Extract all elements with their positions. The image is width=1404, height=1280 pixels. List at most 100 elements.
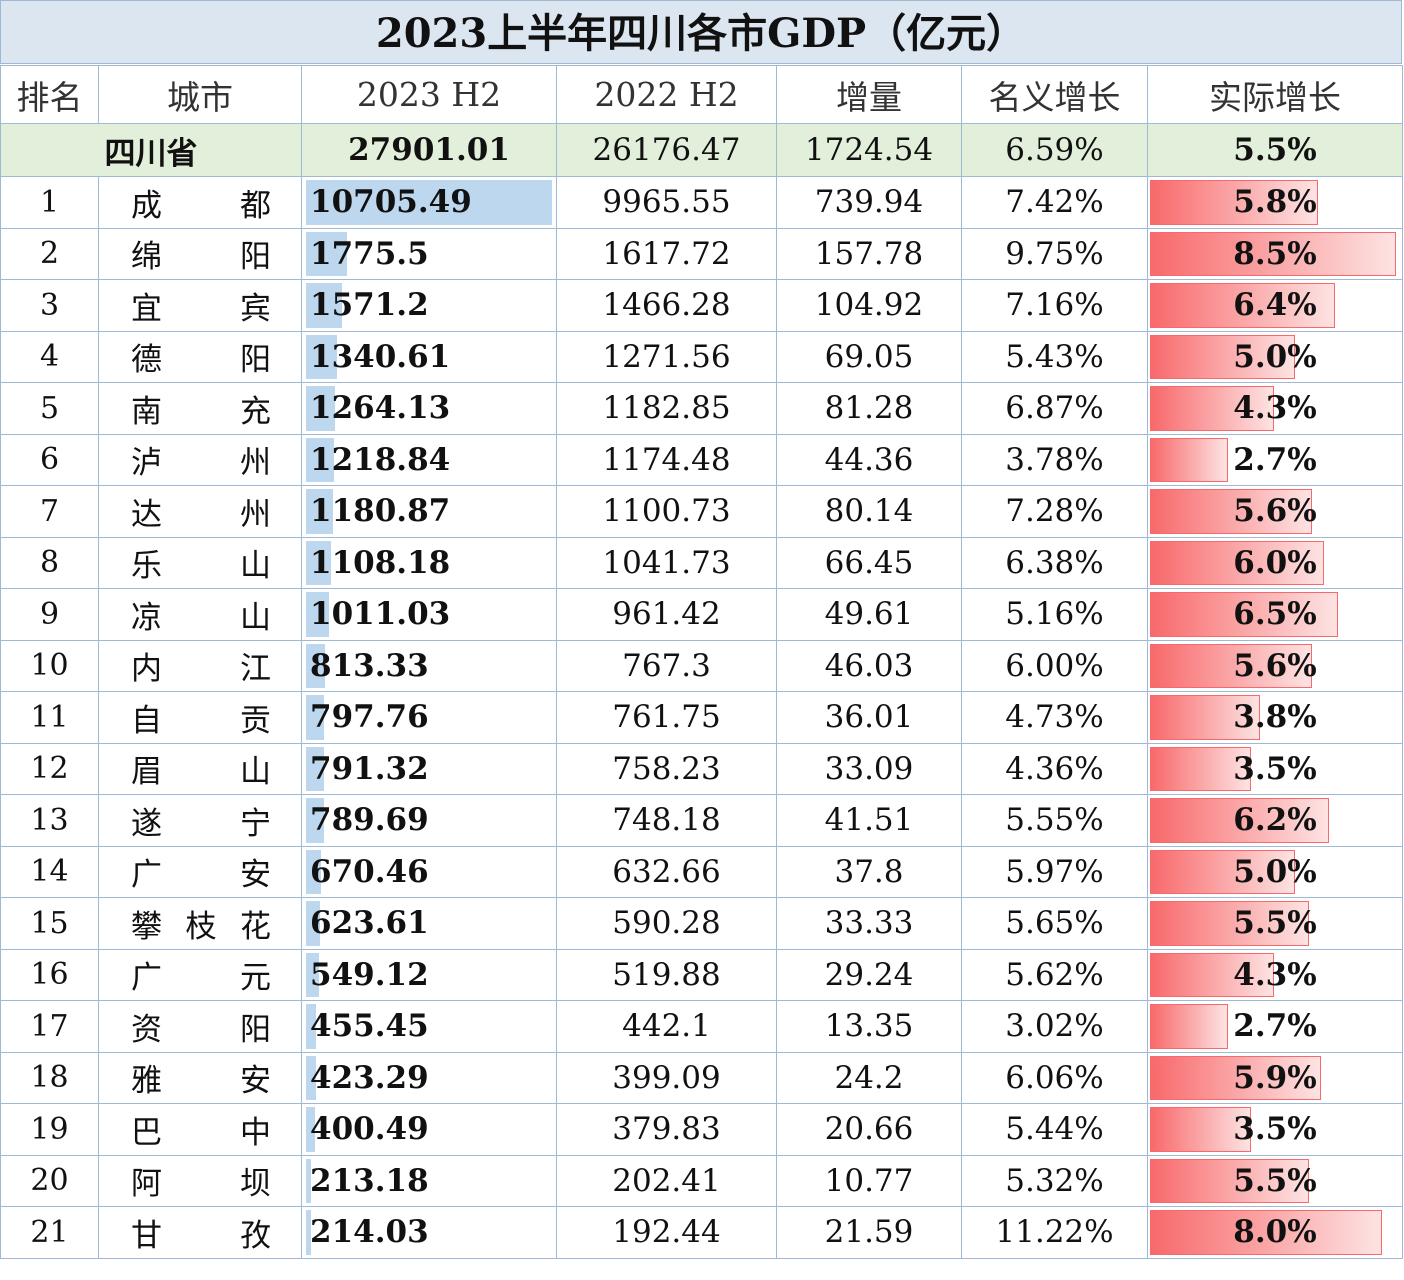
gdp-2022-cell: 442.1 xyxy=(556,1000,777,1053)
real-growth-cell: 5.9% xyxy=(1147,1051,1403,1104)
city-name: 凉山 xyxy=(131,599,271,636)
gdp-data-bar xyxy=(306,643,325,688)
real-growth-value: 3.5% xyxy=(1233,1111,1317,1148)
gdp-2023-value: 1108.18 xyxy=(310,544,451,581)
gdp-2022-cell: 1041.73 xyxy=(556,536,777,589)
city-name: 甘孜 xyxy=(131,1217,271,1254)
rank-cell: 21 xyxy=(0,1206,99,1259)
real-growth-value: 4.3% xyxy=(1233,390,1317,427)
increase-cell: 80.14 xyxy=(776,485,962,538)
real-growth-data-bar xyxy=(1150,1004,1228,1049)
real-growth-data-bar xyxy=(1150,437,1228,482)
rank-cell: 17 xyxy=(0,1000,99,1053)
province-gdp-2022: 26176.47 xyxy=(556,123,777,177)
province-name: 四川省 xyxy=(0,123,302,177)
real-growth-value: 5.0% xyxy=(1233,853,1317,890)
gdp-2022-cell: 761.75 xyxy=(556,691,777,744)
nominal-growth-cell: 6.38% xyxy=(961,536,1148,589)
gdp-data-bar xyxy=(306,1004,316,1049)
nominal-growth-cell: 9.75% xyxy=(961,227,1148,280)
real-growth-cell: 3.8% xyxy=(1147,691,1403,744)
header-city: 城市 xyxy=(98,65,302,124)
gdp-2023-value: 670.46 xyxy=(310,853,429,890)
increase-cell: 739.94 xyxy=(776,176,962,229)
city-name: 巴中 xyxy=(131,1114,271,1151)
real-growth-cell: 6.0% xyxy=(1147,536,1403,589)
rank-cell: 5 xyxy=(0,382,99,435)
increase-cell: 66.45 xyxy=(776,536,962,589)
increase-cell: 81.28 xyxy=(776,382,962,435)
city-cell: 巴中 xyxy=(98,1103,302,1156)
real-growth-data-bar xyxy=(1150,746,1251,791)
gdp-2022-cell: 9965.55 xyxy=(556,176,777,229)
real-growth-data-bar xyxy=(1150,952,1274,997)
real-growth-cell: 4.3% xyxy=(1147,382,1403,435)
city-name: 雅安 xyxy=(131,1063,271,1100)
gdp-2023-value: 791.32 xyxy=(310,750,429,787)
gdp-data-bar xyxy=(306,231,347,276)
table-row: 21 甘孜 214.03 192.44 21.59 11.22% 8.0% xyxy=(0,1206,1403,1259)
nominal-growth-cell: 6.06% xyxy=(961,1051,1148,1104)
city-name: 攀枝花 xyxy=(131,908,271,945)
nominal-growth-cell: 4.36% xyxy=(961,742,1148,795)
province-gdp-2023: 27901.01 xyxy=(301,123,557,177)
gdp-2023-value: 789.69 xyxy=(310,802,429,839)
gdp-2023-value: 214.03 xyxy=(310,1214,429,1251)
city-name: 成都 xyxy=(131,187,271,224)
rank-cell: 10 xyxy=(0,639,99,692)
header-gdp-2023: 2023 H2 xyxy=(301,65,557,124)
real-growth-cell: 5.8% xyxy=(1147,176,1403,229)
gdp-data-bar xyxy=(306,1055,316,1100)
increase-cell: 29.24 xyxy=(776,948,962,1001)
real-growth-data-bar xyxy=(1150,798,1329,843)
gdp-data-bar xyxy=(306,1210,311,1255)
city-cell: 南充 xyxy=(98,382,302,435)
real-growth-value: 6.4% xyxy=(1233,287,1317,324)
city-name: 自贡 xyxy=(131,702,271,739)
nominal-growth-cell: 7.16% xyxy=(961,279,1148,332)
city-name: 乐山 xyxy=(131,548,271,585)
gdp-2022-cell: 1271.56 xyxy=(556,330,777,383)
rank-cell: 2 xyxy=(0,227,99,280)
nominal-growth-cell: 6.00% xyxy=(961,639,1148,692)
city-cell: 广元 xyxy=(98,948,302,1001)
real-growth-data-bar xyxy=(1150,180,1318,225)
gdp-data-bar xyxy=(306,386,335,431)
gdp-2023-value: 423.29 xyxy=(310,1059,429,1096)
rank-cell: 12 xyxy=(0,742,99,795)
real-growth-cell: 3.5% xyxy=(1147,742,1403,795)
rank-cell: 7 xyxy=(0,485,99,538)
city-cell: 自贡 xyxy=(98,691,302,744)
nominal-growth-cell: 5.62% xyxy=(961,948,1148,1001)
table-row: 1 成都 10705.49 9965.55 739.94 7.42% 5.8% xyxy=(0,176,1403,229)
real-growth-value: 4.3% xyxy=(1233,956,1317,993)
rank-cell: 3 xyxy=(0,279,99,332)
gdp-2023-cell: 455.45 xyxy=(301,1000,557,1053)
increase-cell: 44.36 xyxy=(776,433,962,486)
real-growth-value: 5.8% xyxy=(1233,184,1317,221)
real-growth-value: 8.0% xyxy=(1233,1214,1317,1251)
gdp-2023-value: 1571.2 xyxy=(310,287,429,324)
city-cell: 泸州 xyxy=(98,433,302,486)
gdp-2023-value: 1011.03 xyxy=(310,596,451,633)
real-growth-data-bar xyxy=(1150,231,1396,276)
gdp-2022-cell: 399.09 xyxy=(556,1051,777,1104)
gdp-2023-cell: 813.33 xyxy=(301,639,557,692)
city-name: 南充 xyxy=(131,393,271,430)
gdp-2023-cell: 1571.2 xyxy=(301,279,557,332)
real-growth-value: 5.5% xyxy=(1233,905,1317,942)
rank-cell: 13 xyxy=(0,794,99,847)
header-row: 排名 城市 2023 H2 2022 H2 增量 名义增长 实际增长 xyxy=(0,65,1403,124)
city-cell: 成都 xyxy=(98,176,302,229)
rank-cell: 1 xyxy=(0,176,99,229)
real-growth-cell: 5.5% xyxy=(1147,897,1403,950)
real-growth-cell: 6.2% xyxy=(1147,794,1403,847)
real-growth-cell: 6.4% xyxy=(1147,279,1403,332)
city-name: 达州 xyxy=(131,496,271,533)
city-name: 广元 xyxy=(131,960,271,997)
gdp-2023-cell: 1180.87 xyxy=(301,485,557,538)
gdp-2022-cell: 202.41 xyxy=(556,1154,777,1207)
gdp-2023-value: 455.45 xyxy=(310,1008,429,1045)
real-growth-data-bar xyxy=(1150,283,1335,328)
city-cell: 眉山 xyxy=(98,742,302,795)
